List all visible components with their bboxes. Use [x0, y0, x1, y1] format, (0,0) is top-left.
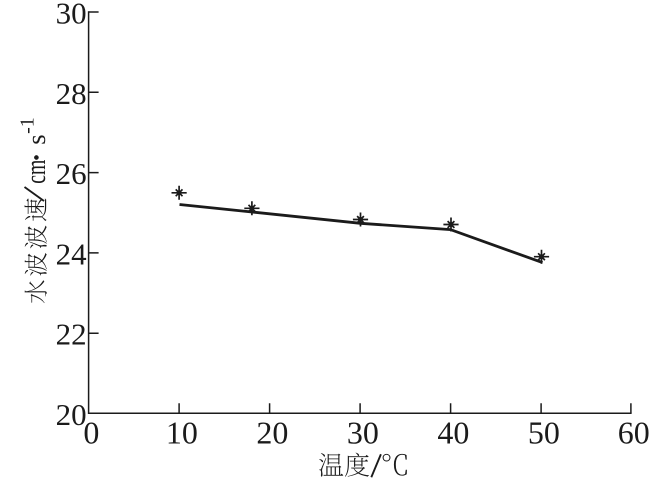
svg-text:30: 30 — [56, 0, 87, 31]
svg-text:40: 40 — [437, 415, 469, 451]
svg-text:50: 50 — [528, 415, 560, 451]
svg-text:24: 24 — [56, 236, 88, 271]
svg-text:30: 30 — [347, 415, 379, 451]
svg-text:cm: cm — [20, 160, 52, 184]
svg-text:10: 10 — [166, 415, 198, 451]
svg-text:s: s — [21, 134, 51, 144]
svg-text:20: 20 — [56, 397, 87, 432]
svg-text:-1: -1 — [17, 117, 39, 134]
svg-text:60: 60 — [618, 415, 650, 451]
svg-text:28: 28 — [56, 76, 87, 111]
svg-text:0: 0 — [83, 415, 99, 451]
svg-text:22: 22 — [56, 317, 87, 352]
svg-text:26: 26 — [56, 156, 87, 191]
svg-text:20: 20 — [256, 415, 288, 451]
